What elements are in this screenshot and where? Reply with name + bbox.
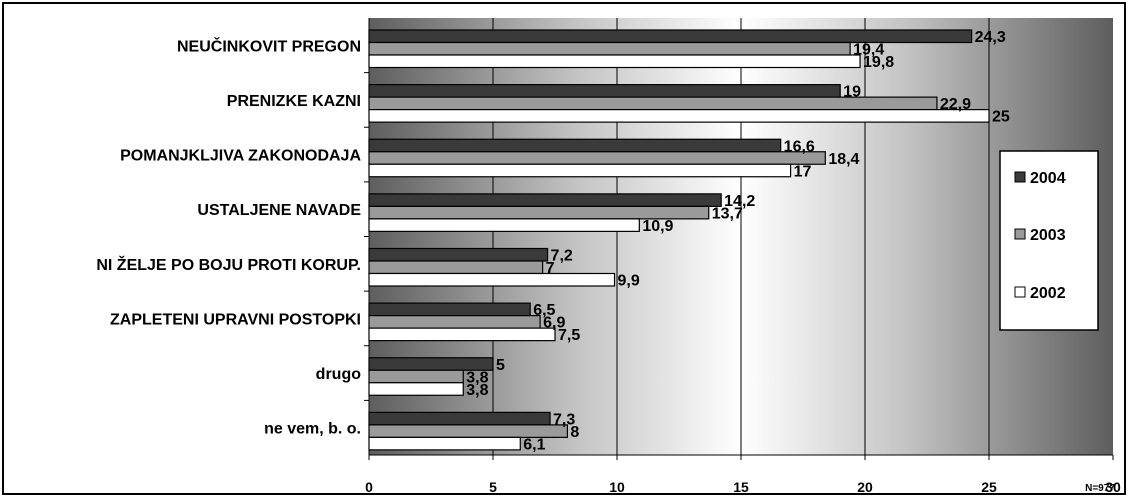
data-labels: 24,3 19,419,819 22,9 25 16,6 18,4 17 14,213,7 10… (466, 29, 1010, 453)
category-label: POMANJKLJIVA ZAKONODAJA (120, 148, 361, 165)
bar-2004 (368, 138, 782, 153)
data-label: 7,5 (558, 327, 580, 344)
category-label: drugo (316, 366, 362, 383)
bar-2002 (368, 54, 861, 69)
legend-box (999, 150, 1099, 331)
data-label: 19 (843, 84, 861, 101)
category-label: USTALJENE NAVADE (197, 202, 361, 219)
x-tick-label: 0 (365, 479, 373, 495)
bar-2003 (368, 260, 544, 275)
bar-2004 (368, 411, 551, 426)
category-label: ZAPLETENI UPRAVNI POSTOPKI (110, 311, 361, 328)
data-label: 19,4 (853, 42, 884, 59)
legend: 2004 2003 2002 (999, 150, 1099, 331)
bar-2003 (368, 315, 541, 329)
axis: 0 5 10 15 20 25 30N=977 (364, 18, 1121, 495)
bar-2003 (368, 151, 826, 165)
bar-2004 (368, 302, 531, 317)
bar-2004 (368, 247, 549, 262)
data-label: 8 (570, 424, 579, 441)
x-tick-label: 10 (609, 479, 625, 495)
data-label: 16,6 (784, 138, 815, 155)
data-label: 14,2 (724, 193, 755, 210)
legend-swatch (1014, 171, 1026, 183)
data-label: 24,3 (975, 29, 1006, 46)
data-label: 25 (992, 109, 1010, 126)
data-label: 3,8 (466, 382, 488, 399)
legend-label: 2003 (1030, 227, 1066, 244)
data-label: 18,4 (828, 151, 859, 168)
x-tick-label: 30 (1105, 479, 1121, 495)
data-label: 22,9 (940, 96, 971, 113)
data-label: 6,9 (543, 315, 565, 332)
data-label: 9,9 (618, 273, 640, 290)
category-labels: NEUČINKOVIT PREGON PRENIZKE KAZNI POMANJKL… (96, 36, 361, 437)
bar-2003 (368, 41, 851, 56)
bar-2003 (368, 369, 464, 384)
bar-2002 (368, 109, 990, 123)
data-label: 5 (496, 357, 505, 374)
legend-label: 2004 (1030, 170, 1066, 187)
x-tick-label: 5 (489, 479, 497, 495)
data-label: 13,7 (712, 205, 743, 222)
data-label: 19,8 (863, 54, 894, 71)
bar-2004 (368, 84, 841, 98)
data-label: 6,5 (533, 302, 555, 319)
category-label: ne vem, b. o. (264, 421, 361, 438)
legend-label: 2002 (1030, 285, 1066, 302)
data-label: 17 (794, 163, 812, 180)
data-label: 3,8 (466, 369, 488, 386)
data-label: 7,2 (551, 248, 573, 265)
category-label: PRENIZKE KAZNI (227, 93, 361, 110)
bar-2002 (368, 327, 556, 342)
data-label: 10,9 (642, 218, 673, 235)
bar-2002 (368, 163, 792, 178)
sample-size-note: N=977 (1085, 483, 1115, 494)
data-label: 6,1 (523, 436, 545, 453)
legend-swatch (1014, 228, 1026, 240)
bar-2002 (368, 382, 464, 396)
bars (368, 29, 990, 451)
bar-2002 (368, 436, 521, 451)
category-label: NEUČINKOVIT PREGON (177, 36, 361, 55)
x-tick-label: 25 (981, 479, 997, 495)
x-tick-label: 20 (857, 479, 873, 495)
data-label: 7 (546, 260, 555, 277)
legend-swatch (1014, 286, 1026, 298)
bar-2004 (368, 193, 722, 207)
bar-2002 (368, 218, 640, 232)
x-tick-label: 15 (733, 479, 749, 495)
data-label: 7,3 (553, 411, 575, 428)
category-label: NI ŽELJE PO BOJU PROTI KORUP. (96, 255, 361, 274)
bar-2002 (368, 272, 616, 287)
